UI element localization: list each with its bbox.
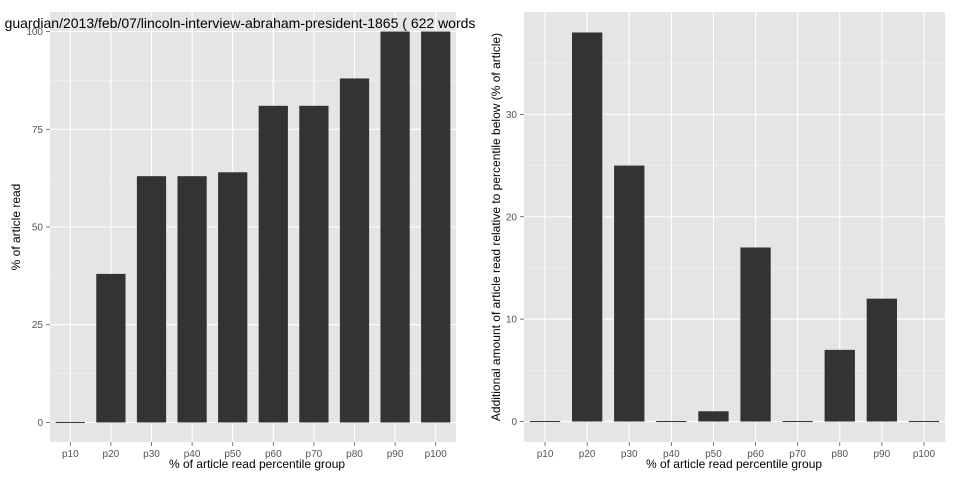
x-tick-label: p50 — [705, 449, 722, 460]
y-axis-label-right: Additional amount of article read relati… — [489, 33, 503, 421]
y-tick-label: 50 — [32, 223, 44, 234]
bar-p10 — [529, 421, 561, 423]
bar-p50 — [218, 172, 248, 423]
bar-p60 — [740, 247, 771, 422]
x-tick-label: p20 — [103, 449, 120, 460]
y-tick-label: 20 — [506, 212, 518, 223]
x-tick-label: p70 — [306, 449, 323, 460]
x-axis-label-right: % of article read percentile group — [646, 457, 822, 471]
chart-title: guardian/2013/feb/07/lincoln-interview-a… — [5, 15, 476, 31]
y-axis-label-left: % of article read — [9, 184, 23, 271]
x-tick-label: p90 — [874, 449, 891, 460]
bar-p30 — [614, 165, 645, 422]
y-tick-label: 0 — [37, 418, 43, 429]
x-tick-label: p90 — [387, 449, 404, 460]
x-tick-label: p100 — [425, 449, 448, 460]
bar-p70 — [299, 105, 329, 423]
bars-left — [55, 31, 451, 423]
y-tick-label: 100 — [26, 27, 43, 38]
x-tick-label: p60 — [747, 449, 764, 460]
x-tick-label: p70 — [789, 449, 806, 460]
x-tick-label: p10 — [62, 449, 79, 460]
bar-p20 — [571, 32, 603, 422]
bar-p70 — [782, 421, 813, 423]
x-tick-label: p40 — [663, 449, 680, 460]
y-tick-label: 75 — [32, 125, 44, 136]
x-axis-label-left: % of article read percentile group — [169, 457, 345, 471]
x-tick-label: p40 — [184, 449, 201, 460]
bars-right — [529, 32, 940, 423]
bar-p50 — [698, 411, 729, 422]
bar-p20 — [96, 273, 126, 423]
x-tick-label: p20 — [579, 449, 596, 460]
x-tick-label: p50 — [224, 449, 241, 460]
y-tick-label: 0 — [511, 417, 517, 428]
y-tick-label: 10 — [506, 315, 518, 326]
bar-p60 — [258, 105, 288, 423]
y-tick-label: 25 — [32, 320, 44, 331]
bar-p30 — [136, 176, 167, 423]
bar-p90 — [380, 31, 410, 423]
x-tick-label: p30 — [621, 449, 638, 460]
x-tick-label: p60 — [265, 449, 282, 460]
bar-p40 — [656, 421, 687, 423]
x-ticks-right: p10 p20 p30 p40 p50 p60 p70 p80 p90 p100 — [537, 442, 936, 460]
y-ticks-left: 0 25 50 75 100 — [26, 27, 50, 429]
y-tick-label: 30 — [506, 110, 518, 121]
y-ticks-right: 0 10 20 30 — [506, 110, 524, 428]
bar-p40 — [177, 176, 207, 423]
bar-p100 — [421, 31, 451, 423]
bar-p10 — [55, 421, 85, 423]
x-ticks-left: p10 p20 p30 p40 p50 p60 p70 p80 p90 p100 — [62, 442, 447, 460]
x-tick-label: p80 — [831, 449, 848, 460]
x-tick-label: p100 — [913, 449, 936, 460]
x-tick-label: p10 — [537, 449, 554, 460]
bar-p100 — [908, 421, 940, 423]
bar-p80 — [339, 78, 370, 423]
x-tick-label: p80 — [346, 449, 363, 460]
bar-p90 — [866, 298, 898, 422]
bar-p80 — [824, 349, 855, 422]
x-tick-label: p30 — [143, 449, 160, 460]
